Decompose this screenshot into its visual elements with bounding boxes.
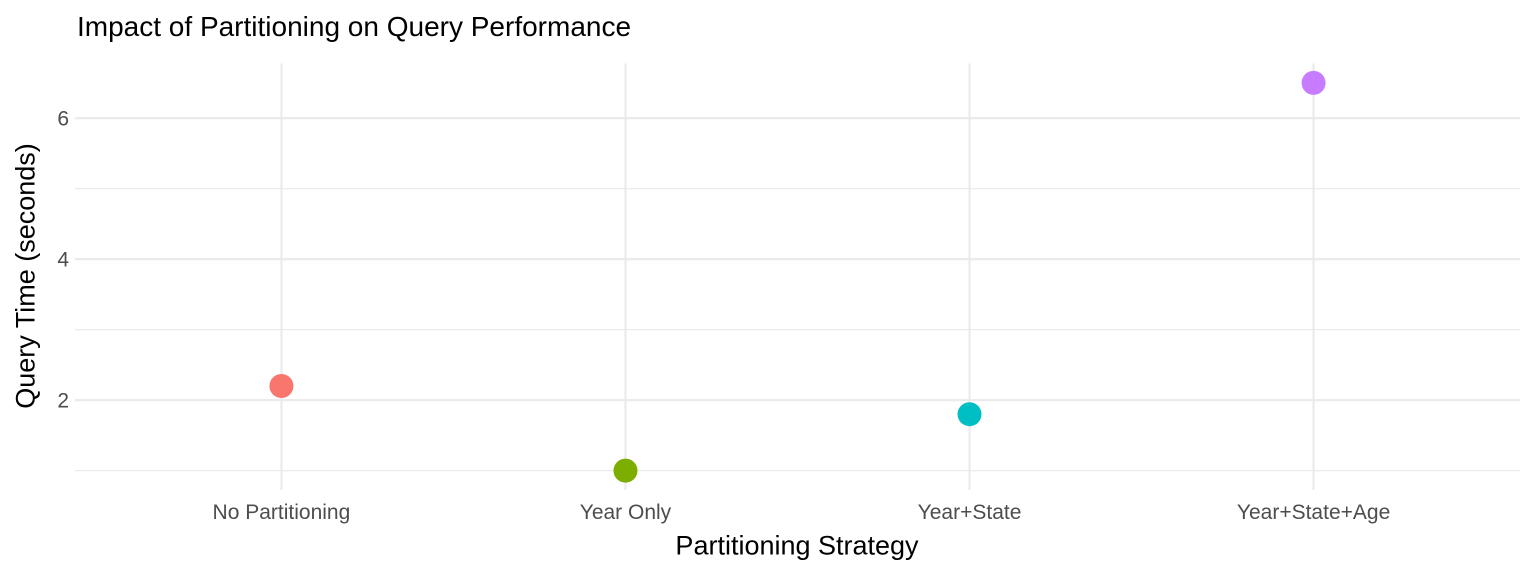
data-point [957,402,982,427]
data-point [613,458,638,483]
x-tick-label: No Partitioning [213,501,351,524]
data-point [269,374,294,399]
y-tick-label: 4 [57,249,69,272]
y-tick-label: 6 [57,108,69,131]
chart-title: Impact of Partitioning on Query Performa… [77,11,632,42]
x-tick-label: Year Only [580,501,672,524]
data-point [1301,70,1326,95]
x-axis-title: Partitioning Strategy [675,530,919,561]
x-tick-label: Year+State [918,501,1022,524]
x-tick-label: Year+State+Age [1237,501,1390,524]
y-tick-label: 2 [57,390,69,413]
